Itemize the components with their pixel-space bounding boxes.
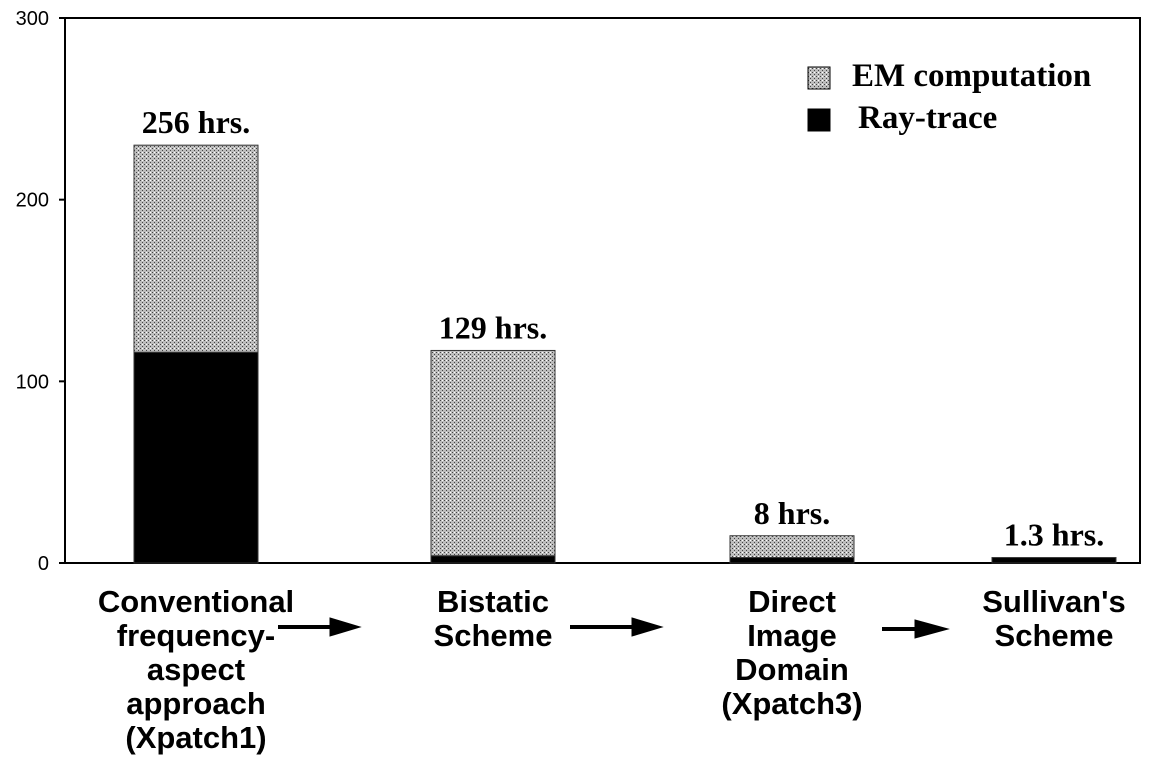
- plot-frame: [64, 17, 1141, 564]
- bar-segment: [430, 349, 556, 557]
- bar-annotation: 129 hrs.: [439, 309, 547, 345]
- y-tick-label: 200: [16, 190, 49, 212]
- x-tick-label: Conventional frequency-aspect approach (Xpa…: [98, 584, 294, 755]
- bar-annotation: 1.3 hrs.: [1004, 517, 1104, 553]
- legend-label: Ray-trace: [858, 100, 997, 136]
- legend-swatch: [807, 108, 831, 132]
- bar-segment: [430, 555, 556, 564]
- x-tick-label: Direct Image Domain (Xpatch3): [721, 584, 862, 721]
- bar-segment: [133, 144, 259, 353]
- y-tick-label: 300: [16, 8, 49, 30]
- bar-segment: [729, 557, 855, 564]
- bar-annotation: 8 hrs.: [754, 495, 830, 531]
- legend-label: EM computation: [852, 58, 1091, 94]
- y-tick-label: 0: [38, 553, 49, 575]
- bar-segment: [729, 535, 855, 559]
- bar-segment: [991, 557, 1117, 564]
- x-tick-label: Sullivan's Scheme: [982, 584, 1125, 653]
- x-tick-label: Bistatic Scheme: [434, 584, 553, 653]
- bar-annotation: 256 hrs.: [142, 104, 250, 140]
- arrows: [278, 617, 950, 639]
- bar-segment: [133, 351, 259, 564]
- legend-swatch: [807, 66, 831, 90]
- y-tick-label: 100: [16, 371, 49, 393]
